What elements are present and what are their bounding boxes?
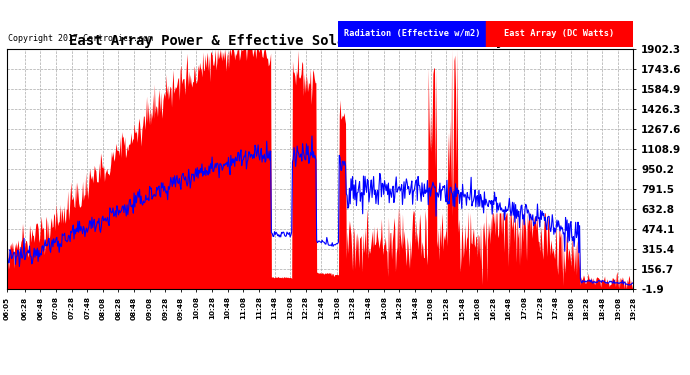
Bar	[338, 21, 486, 46]
Bar	[486, 21, 633, 46]
Text: Radiation (Effective w/m2): Radiation (Effective w/m2)	[344, 29, 480, 38]
Text: Copyright 2017 Cartronics.com: Copyright 2017 Cartronics.com	[8, 34, 153, 43]
Title: East Array Power & Effective Solar Radiation Mon May 1 19:36: East Array Power & Effective Solar Radia…	[69, 33, 571, 48]
Text: East Array (DC Watts): East Array (DC Watts)	[504, 29, 615, 38]
